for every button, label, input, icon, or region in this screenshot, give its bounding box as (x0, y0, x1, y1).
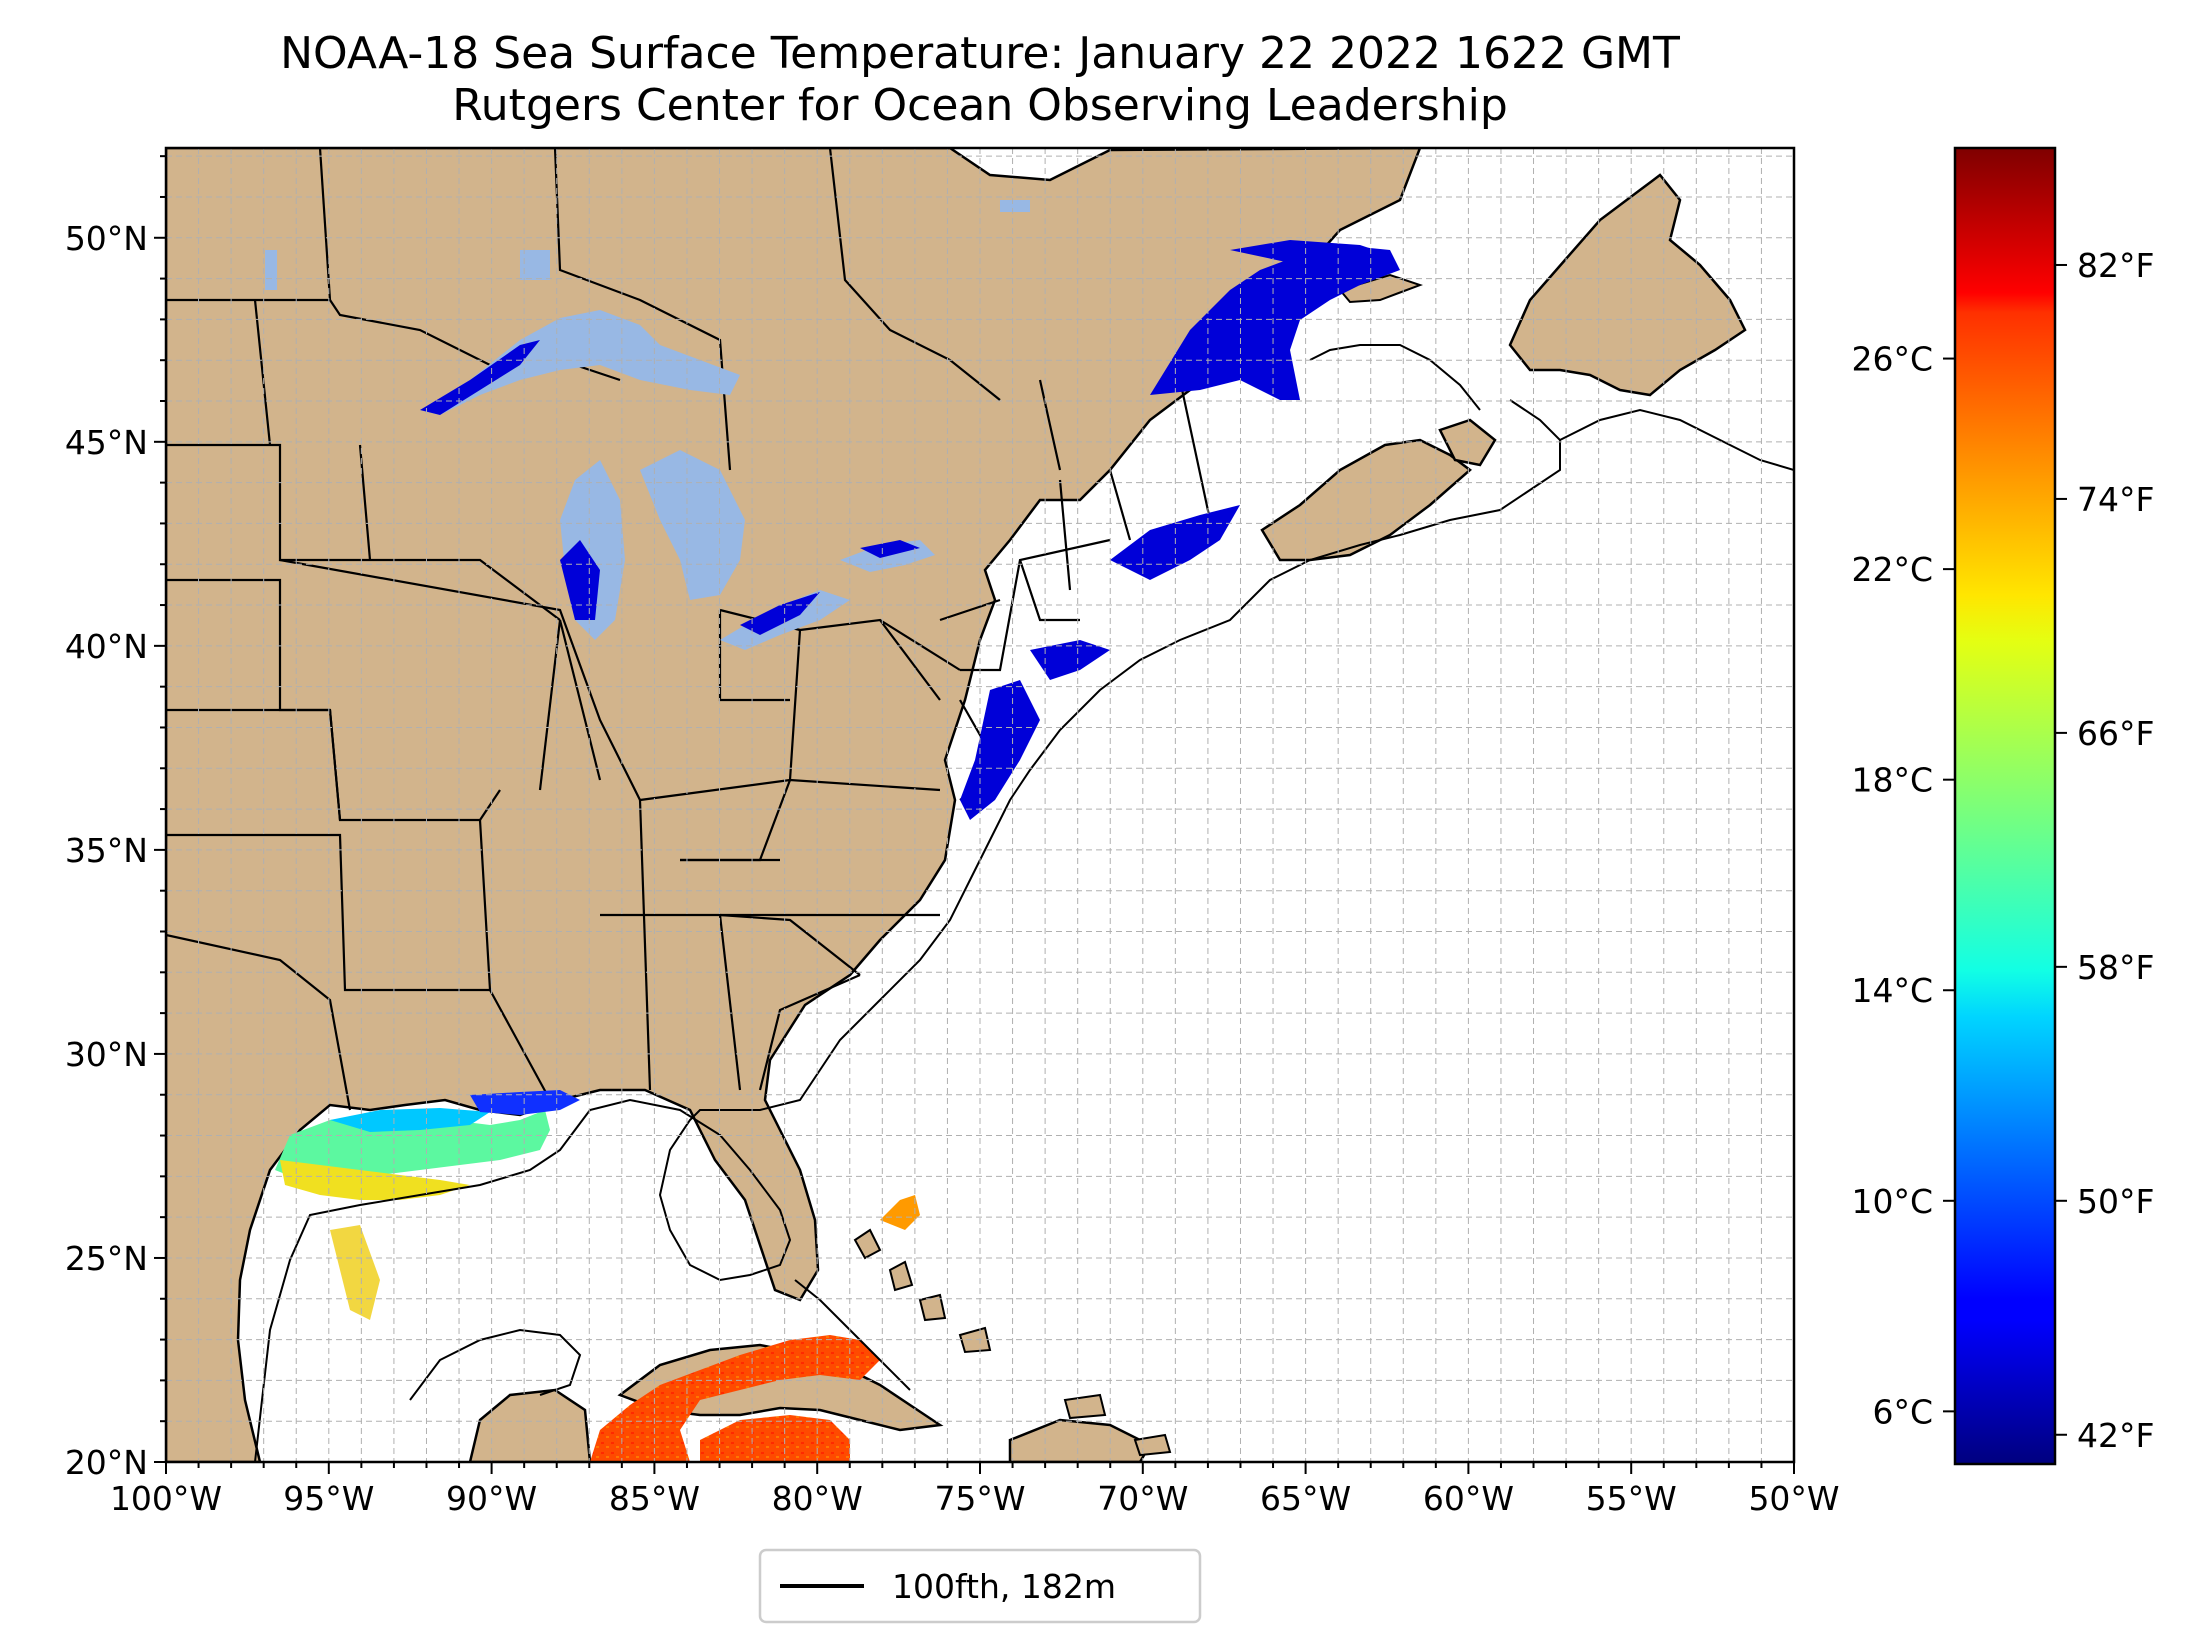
colorbar-celsius-axis: 6°C 10°C 14°C 18°C 22°C 26°C (1851, 340, 1955, 1431)
political-borders (166, 148, 1301, 1111)
lake-huron (640, 450, 745, 600)
sst-gulf-band (275, 1090, 580, 1320)
land-bahamas (853, 1228, 1172, 1457)
lon-tick-label: 95°W (283, 1479, 374, 1518)
cbar-fahrenheit-label: 74°F (2077, 480, 2154, 519)
lon-tick-label: 65°W (1260, 1479, 1351, 1518)
colorbar-gradient (1953, 146, 2057, 1466)
lat-tick-label: 20°N (65, 1443, 148, 1482)
sst-caribbean-hot-2 (700, 1415, 850, 1462)
land-newfoundland (1508, 173, 1747, 397)
map-area: 100°W 95°W 90°W 85°W 80°W 75°W 70°W 65°W 60°W 55°… (65, 146, 1840, 1518)
cbar-fahrenheit-label: 58°F (2077, 948, 2154, 987)
lat-tick-label: 45°N (65, 423, 148, 462)
lat-tick-label: 25°N (65, 1239, 148, 1278)
land-anticosti (1338, 273, 1423, 304)
map-subtitle: Rutgers Center for Ocean Observing Leade… (452, 80, 1508, 131)
cbar-celsius-label: 14°C (1851, 971, 1933, 1010)
legend-label: 100fth, 182m (892, 1567, 1116, 1606)
cbar-fahrenheit-label: 66°F (2077, 714, 2154, 753)
legend-box (758, 1548, 1202, 1624)
map-gridlines (165, 148, 1795, 1463)
lon-tick-label: 70°W (1097, 1479, 1188, 1518)
lon-tick-label: 100°W (110, 1479, 222, 1518)
cbar-fahrenheit-label: 82°F (2077, 246, 2154, 285)
sst-bahamas-warm (880, 1195, 920, 1230)
lon-axis: 100°W 95°W 90°W 85°W 80°W 75°W 70°W 65°W 60°W 55°… (110, 1462, 1840, 1518)
cbar-celsius-label: 26°C (1851, 340, 1933, 379)
cbar-celsius-label: 10°C (1851, 1182, 1933, 1221)
colorbar: 6°C 10°C 14°C 18°C 22°C 26°C 42°F 50°F 58°F 66°F… (1851, 146, 2154, 1466)
sst-caribbean-hot (590, 1335, 880, 1462)
lake-superior (420, 310, 740, 415)
cbar-celsius-label: 18°C (1851, 761, 1933, 800)
lon-tick-label: 50°W (1748, 1479, 1839, 1518)
lon-tick-label: 85°W (609, 1479, 700, 1518)
land-cape-breton (1438, 418, 1497, 467)
lat-tick-label: 40°N (65, 627, 148, 666)
cbar-celsius-label: 22°C (1851, 550, 1933, 589)
lat-tick-label: 35°N (65, 831, 148, 870)
lon-tick-label: 55°W (1586, 1479, 1677, 1518)
lon-tick-label: 80°W (772, 1479, 863, 1518)
cbar-celsius-label: 6°C (1872, 1392, 1933, 1431)
cbar-fahrenheit-label: 50°F (2077, 1182, 2154, 1221)
lat-axis: 20°N 25°N 30°N 35°N 40°N 45°N 50°N (65, 155, 166, 1482)
colorbar-fahrenheit-axis: 42°F 50°F 58°F 66°F 74°F 82°F (2055, 246, 2154, 1455)
lon-tick-label: 90°W (446, 1479, 537, 1518)
legend: 100fth, 182m (758, 1548, 1202, 1624)
isobath-100fth (254, 399, 1561, 1462)
cbar-fahrenheit-label: 42°F (2077, 1416, 2154, 1455)
isobath-100fth-gulf-stlawrence (1309, 344, 1481, 411)
lat-tick-label: 30°N (65, 1035, 148, 1074)
lon-tick-label: 75°W (934, 1479, 1025, 1518)
isobath-100fth-grand-banks (1559, 408, 1794, 471)
lat-tick-label: 50°N (65, 219, 148, 258)
map-title: NOAA-18 Sea Surface Temperature: January… (280, 28, 1680, 79)
land-cuba (617, 1343, 944, 1432)
lon-tick-label: 60°W (1423, 1479, 1514, 1518)
